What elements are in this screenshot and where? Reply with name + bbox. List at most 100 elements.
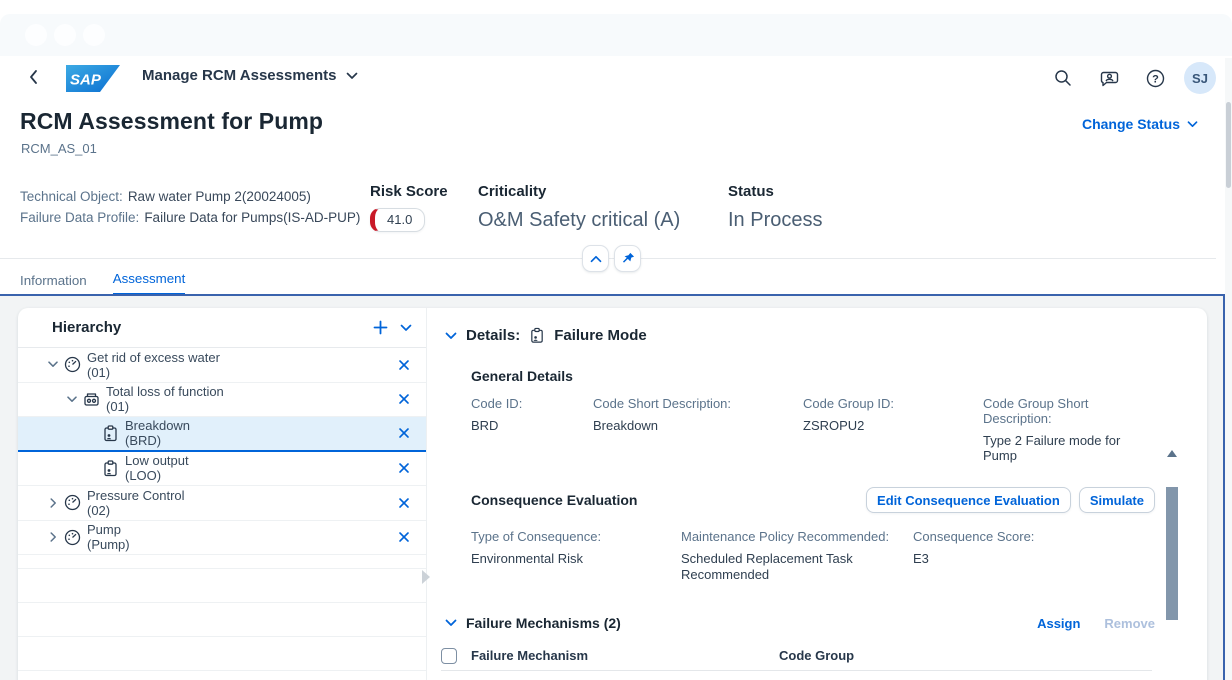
page-scrollbar-thumb[interactable] [1226, 102, 1231, 188]
general-details-heading: General Details [471, 368, 573, 384]
column-failure-mechanism: Failure Mechanism [471, 648, 589, 663]
pin-header-button[interactable] [614, 245, 641, 272]
scroll-up-arrow-icon[interactable] [1167, 450, 1177, 457]
question-mark-icon: ? [1146, 69, 1164, 87]
delete-node-button[interactable] [398, 531, 410, 543]
chevron-down-icon [445, 619, 457, 626]
app-title-label: Manage RCM Assessments [142, 67, 337, 84]
tree-item-label: Get rid of excess water (01) [87, 349, 220, 380]
tree-item-label: Pump (Pump) [87, 522, 130, 553]
search-button[interactable] [1046, 62, 1080, 94]
column-code-group: Code Group [779, 648, 855, 663]
page-subtitle: RCM_AS_01 [21, 141, 97, 156]
form-field: Type of Consequence: Environmental Risk [471, 529, 602, 566]
browser-chrome [0, 14, 1232, 56]
expand-toggle[interactable] [44, 361, 62, 368]
close-icon [399, 532, 409, 543]
tree-item-function[interactable]: Get rid of excess water (01) [18, 348, 426, 383]
simulate-button[interactable]: Simulate [1078, 487, 1155, 513]
expand-toggle[interactable] [63, 396, 81, 403]
app-title-menu[interactable]: Manage RCM Assessments [142, 67, 358, 84]
consequence-evaluation-form: Type of Consequence: Environmental Risk … [471, 529, 1155, 583]
risk-score-label: Risk Score [370, 183, 448, 200]
attribute-label: Failure Data Profile: [20, 210, 140, 225]
kpi-criticality: Criticality O&M Safety critical (A) [478, 183, 680, 232]
tree-item-function[interactable]: Pump (Pump) [18, 521, 426, 555]
failure-mechanisms-header: Failure Mechanisms (2) Assign Remove [445, 615, 1155, 631]
table-row[interactable]: Overheated 1001 Pump Damage (UT-PUMP) [441, 671, 1152, 680]
back-button[interactable] [28, 68, 39, 86]
general-details-form: Code ID: BRD Code Short Description: Bre… [471, 396, 1155, 463]
delete-node-button[interactable] [398, 462, 410, 474]
avatar-initials: SJ [1192, 70, 1208, 86]
select-all-checkbox[interactable] [441, 647, 457, 664]
form-field: Code ID: BRD [471, 396, 523, 433]
failure-mode-icon [104, 460, 117, 476]
window-close-button[interactable] [25, 24, 47, 46]
scrollbar-thumb[interactable] [1166, 487, 1178, 620]
header-toolbar [0, 245, 1232, 273]
joule-assistant-button[interactable] [1092, 62, 1126, 94]
kpi-status: Status In Process [728, 183, 822, 232]
delete-node-button[interactable] [398, 497, 410, 509]
function-gauge-icon [64, 357, 81, 373]
close-icon [399, 497, 409, 508]
hierarchy-panel: Hierarchy Get rid of excess water (01) [18, 308, 427, 680]
collapse-failure-mechanisms-button[interactable] [445, 619, 457, 627]
page-title: RCM Assessment for Pump [20, 108, 324, 134]
function-gauge-icon [64, 529, 81, 545]
change-status-button[interactable]: Change Status [1082, 116, 1198, 132]
delete-node-button[interactable] [398, 427, 410, 439]
hierarchy-menu-button[interactable] [400, 324, 412, 332]
details-scrollbar[interactable] [1166, 450, 1178, 620]
tree-item-failure-mode[interactable]: Low output (LOO) [18, 452, 426, 486]
window-zoom-button[interactable] [83, 24, 105, 46]
failure-mode-icon [104, 425, 117, 441]
chevron-down-icon [346, 72, 357, 79]
expand-toggle[interactable] [44, 498, 62, 508]
tree-item-label: Low output (LOO) [125, 453, 189, 484]
window-minimize-button[interactable] [54, 24, 76, 46]
attribute-row: Technical Object: Raw water Pump 2(200240… [20, 186, 360, 207]
criticality-value: O&M Safety critical (A) [478, 209, 681, 231]
splitter-handle[interactable] [422, 570, 430, 584]
chevron-down-icon [67, 396, 77, 402]
expand-toggle[interactable] [44, 532, 62, 542]
help-button[interactable]: ? [1138, 62, 1172, 94]
delete-node-button[interactable] [398, 359, 410, 371]
page-scrollbar[interactable] [1225, 58, 1232, 680]
status-label: Status [728, 183, 774, 200]
collapse-details-button[interactable] [445, 332, 457, 340]
edit-consequence-evaluation-button[interactable]: Edit Consequence Evaluation [866, 487, 1071, 513]
chevron-down-icon [445, 332, 457, 339]
empty-tree-row [18, 637, 426, 671]
header-kpi-strip: Technical Object: Raw water Pump 2(200240… [20, 183, 1212, 245]
shell-header: SAP Manage RCM Assessments ? SJ [0, 56, 1232, 100]
section-border [0, 294, 1232, 296]
chat-person-icon [1100, 71, 1118, 86]
avatar[interactable]: SJ [1184, 62, 1216, 94]
details-title: Details: [466, 327, 521, 344]
chevron-down-icon [48, 361, 58, 368]
search-icon [1055, 70, 1071, 86]
add-node-button[interactable] [373, 320, 388, 335]
hierarchy-title: Hierarchy [52, 319, 122, 336]
details-object-type: Failure Mode [554, 327, 647, 344]
sap-logo[interactable]: SAP [66, 65, 120, 92]
tree-item-function[interactable]: Pressure Control (02) [18, 486, 426, 521]
tab-assessment[interactable]: Assessment [112, 271, 186, 296]
assessment-content: Hierarchy Get rid of excess water (01) [0, 296, 1225, 680]
tree-item-failure[interactable]: Total loss of function (01) [18, 383, 426, 417]
tree-item-label: Total loss of function (01) [106, 384, 224, 415]
consequence-evaluation-header: Consequence Evaluation Edit Consequence … [471, 487, 1155, 513]
tree-item-failure-mode-selected[interactable]: Breakdown (BRD) [18, 417, 426, 452]
assign-button[interactable]: Assign [1037, 615, 1081, 631]
collapse-header-button[interactable] [582, 245, 609, 272]
delete-node-button[interactable] [398, 393, 410, 405]
remove-button-disabled[interactable]: Remove [1104, 615, 1155, 631]
consequence-evaluation-heading: Consequence Evaluation [471, 492, 638, 508]
tab-information[interactable]: Information [20, 271, 87, 296]
tree-item-label: Pressure Control (02) [87, 487, 185, 518]
chevron-left-icon [30, 70, 37, 84]
chevron-up-icon [590, 255, 601, 262]
